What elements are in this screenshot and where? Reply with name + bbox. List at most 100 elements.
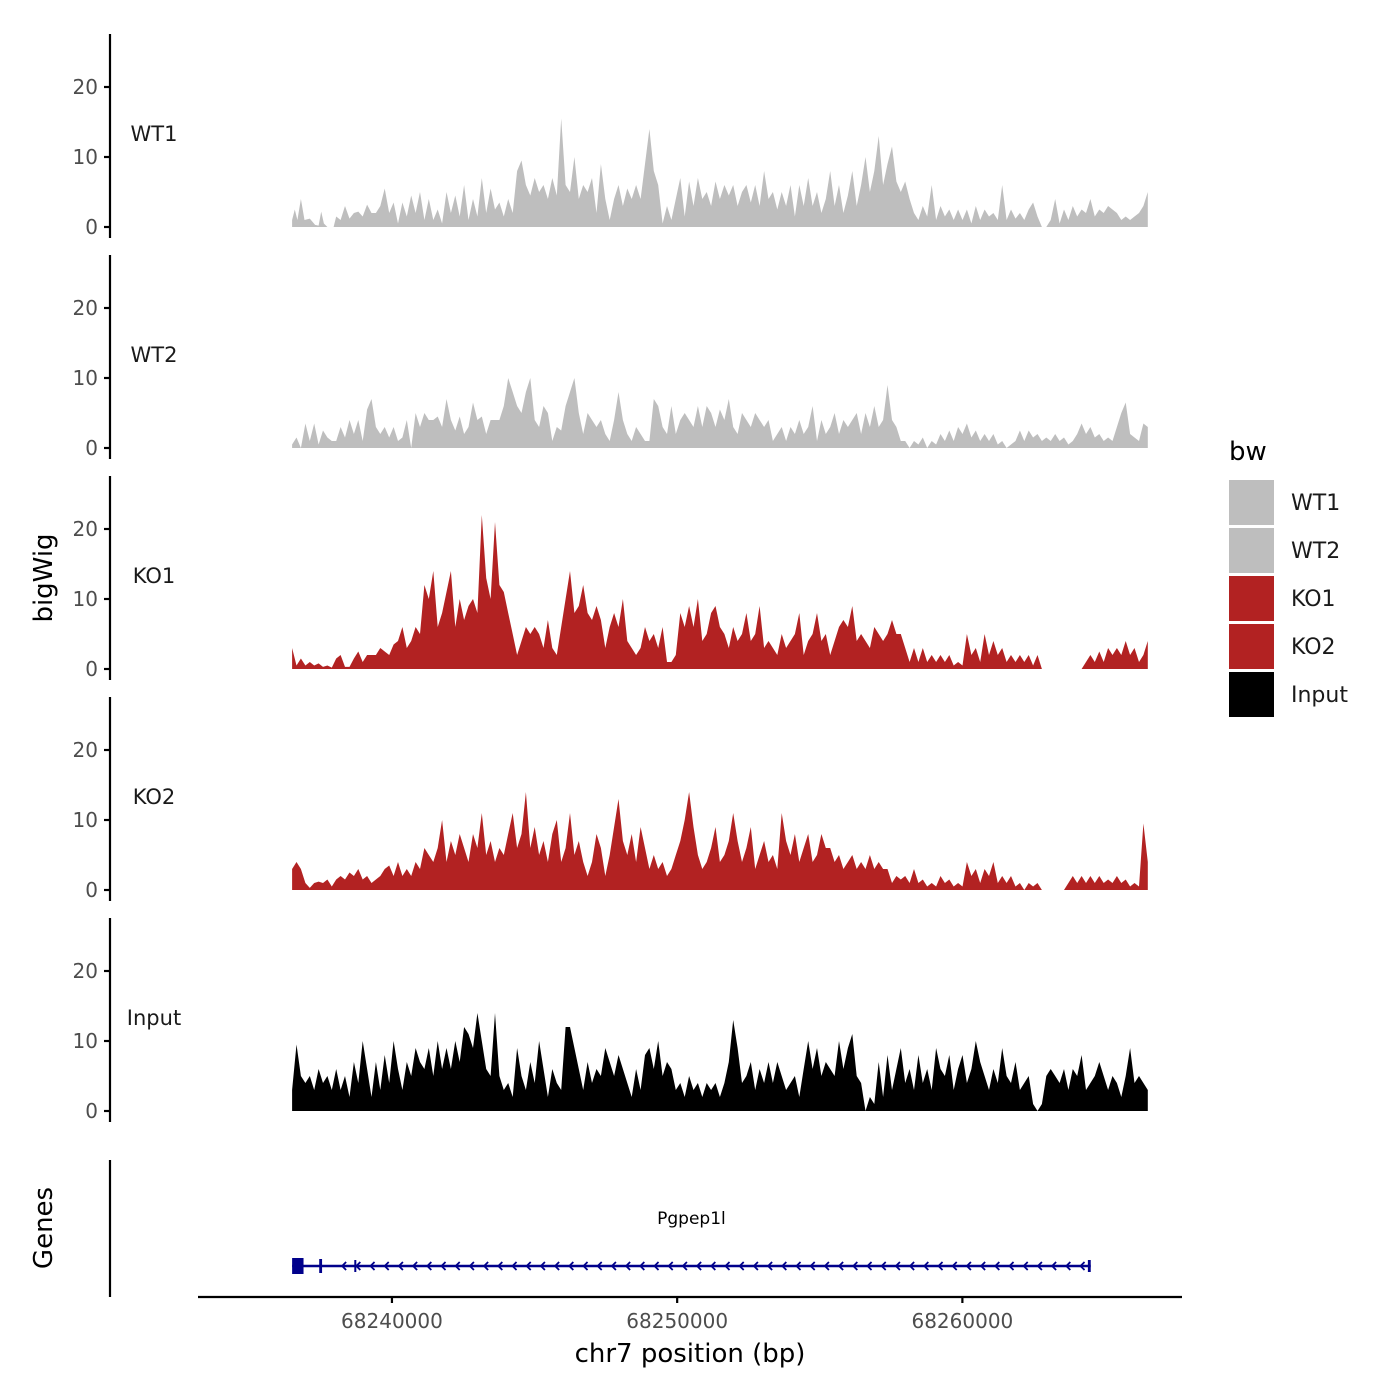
strand-arrow bbox=[355, 1261, 361, 1271]
y-axis-title: bigWig bbox=[29, 533, 59, 622]
track-label-ko2: KO2 bbox=[133, 785, 176, 809]
y-tick-label: 10 bbox=[73, 808, 98, 832]
strand-arrow bbox=[497, 1261, 503, 1271]
strand-arrow bbox=[852, 1261, 858, 1271]
bigwig-tracks: 0 10 20 WT1 0 10 20 WT2 0 10 20 KO1 0 10 20 KO2 0 10 20 Inp… bbox=[73, 34, 1148, 1123]
gene-name-label: Pgpep1l bbox=[657, 1209, 726, 1229]
y-tick-label: 0 bbox=[85, 657, 98, 681]
y-tick-label: 0 bbox=[85, 215, 98, 239]
strand-arrow bbox=[908, 1261, 915, 1271]
strand-arrow bbox=[525, 1261, 532, 1271]
area-wt2 bbox=[292, 378, 1148, 448]
strand-arrow bbox=[539, 1261, 546, 1271]
strand-arrow bbox=[440, 1261, 447, 1271]
strand-arrow bbox=[809, 1261, 816, 1271]
strand-arrow bbox=[866, 1261, 873, 1271]
strand-arrow bbox=[724, 1261, 731, 1271]
strand-arrow bbox=[766, 1261, 773, 1271]
legend-label-ko1: KO1 bbox=[1291, 587, 1336, 612]
legend-label-ko2: KO2 bbox=[1291, 635, 1336, 660]
strand-arrow bbox=[369, 1261, 376, 1271]
y-tick-label: 20 bbox=[73, 517, 98, 541]
y-tick-label: 10 bbox=[73, 587, 98, 611]
gene-track: Pgpep1l bbox=[108, 1160, 1091, 1297]
strand-arrow bbox=[610, 1261, 617, 1271]
legend-key-ko2 bbox=[1229, 624, 1274, 669]
strand-arrow bbox=[624, 1261, 631, 1271]
area-input bbox=[292, 1013, 1148, 1111]
strand-arrow bbox=[752, 1261, 759, 1271]
strand-arrow bbox=[482, 1261, 489, 1271]
strand-arrow bbox=[994, 1261, 1000, 1271]
strand-arrow bbox=[894, 1261, 901, 1271]
y-tick-label: 10 bbox=[73, 366, 98, 390]
y-tick-label: 0 bbox=[85, 878, 98, 902]
area-wt1 bbox=[292, 118, 1148, 227]
y-tick-label: 20 bbox=[73, 738, 98, 762]
area-ko1 bbox=[292, 515, 1148, 669]
legend-key-input bbox=[1229, 672, 1274, 717]
x-axis-title: chr7 position (bp) bbox=[575, 1339, 806, 1369]
legend-title: bw bbox=[1229, 437, 1267, 467]
track-label-wt1: WT1 bbox=[131, 122, 178, 146]
strand-arrow bbox=[454, 1261, 461, 1271]
legend-label-wt2: WT2 bbox=[1291, 539, 1340, 564]
strand-arrow bbox=[1079, 1261, 1086, 1271]
strand-arrow bbox=[1036, 1261, 1043, 1271]
strand-arrow bbox=[1050, 1261, 1057, 1271]
strand-arrow bbox=[695, 1261, 702, 1271]
track-ko2: 0 10 20 KO2 bbox=[73, 697, 1148, 902]
strand-arrow bbox=[596, 1261, 603, 1271]
x-tick-label: 68250000 bbox=[626, 1309, 728, 1333]
legend-key-wt2 bbox=[1229, 528, 1274, 573]
y-tick-label: 20 bbox=[73, 75, 98, 99]
track-ko1: 0 10 20 KO1 bbox=[73, 476, 1148, 681]
strand-arrow bbox=[979, 1261, 986, 1271]
strand-arrow bbox=[568, 1261, 574, 1271]
strand-arrow bbox=[553, 1261, 560, 1271]
strand-arrow bbox=[1065, 1261, 1071, 1271]
strand-arrow bbox=[795, 1261, 802, 1271]
strand-arrow bbox=[653, 1261, 660, 1271]
strand-arrow bbox=[681, 1261, 688, 1271]
strand-arrow bbox=[823, 1261, 830, 1271]
y-tick-label: 20 bbox=[73, 296, 98, 320]
strand-arrow bbox=[937, 1261, 944, 1271]
genes-axis-title: Genes bbox=[29, 1187, 59, 1269]
strand-arrow bbox=[1008, 1261, 1015, 1271]
exon bbox=[354, 1260, 357, 1272]
legend: bw WT1 WT2 KO1 KO2 Input bbox=[1229, 437, 1348, 717]
x-axis: 68240000 68250000 68260000 bbox=[198, 1295, 1182, 1333]
track-label-wt2: WT2 bbox=[131, 343, 178, 367]
track-label-input: Input bbox=[127, 1006, 181, 1030]
track-input: 0 10 20 Input bbox=[73, 918, 1148, 1123]
strand-arrow bbox=[837, 1261, 844, 1271]
y-tick-label: 0 bbox=[85, 1099, 98, 1123]
strand-arrow bbox=[667, 1261, 674, 1271]
strand-arrow bbox=[411, 1261, 418, 1271]
legend-key-wt1 bbox=[1229, 480, 1274, 525]
exon bbox=[292, 1258, 304, 1274]
strand-arrow bbox=[397, 1261, 404, 1271]
y-tick-label: 0 bbox=[85, 436, 98, 460]
strand-arrow bbox=[639, 1261, 645, 1271]
x-tick-label: 68240000 bbox=[341, 1309, 443, 1333]
strand-arrow bbox=[710, 1261, 716, 1271]
track-label-ko1: KO1 bbox=[133, 564, 176, 588]
strand-arrow bbox=[426, 1261, 432, 1271]
track-wt1: 0 10 20 WT1 bbox=[73, 34, 1148, 239]
y-tick-label: 10 bbox=[73, 1029, 98, 1053]
strand-arrow bbox=[880, 1261, 887, 1271]
exon bbox=[1087, 1260, 1091, 1272]
strand-arrow bbox=[738, 1261, 745, 1271]
x-tick-label: 68260000 bbox=[911, 1309, 1013, 1333]
exon bbox=[319, 1259, 323, 1273]
strand-arrow bbox=[340, 1261, 347, 1271]
area-ko2 bbox=[292, 792, 1148, 890]
y-tick-label: 20 bbox=[73, 959, 98, 983]
track-wt2: 0 10 20 WT2 bbox=[73, 255, 1148, 460]
strand-arrow bbox=[582, 1261, 589, 1271]
y-tick-label: 10 bbox=[73, 145, 98, 169]
strand-arrow bbox=[383, 1261, 390, 1271]
legend-label-input: Input bbox=[1291, 683, 1348, 708]
